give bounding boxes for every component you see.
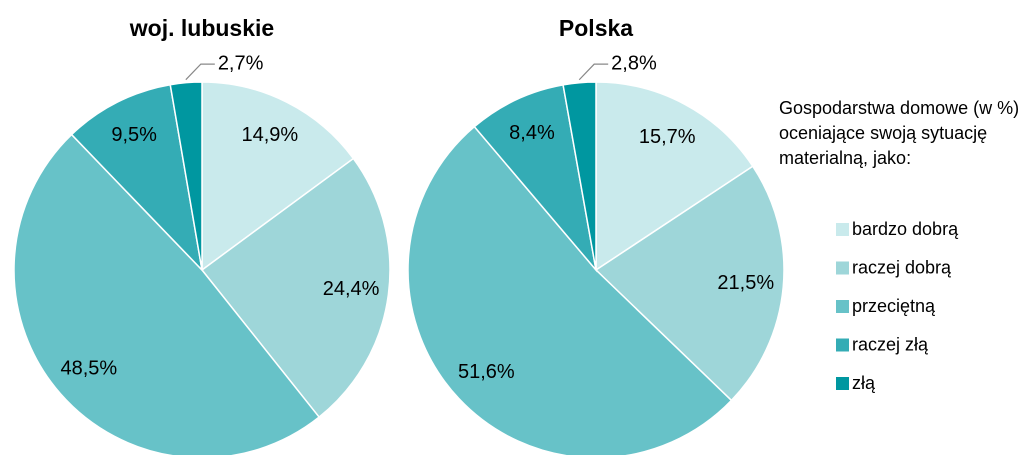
pie-slice [407,125,733,455]
pie-slice [200,157,391,419]
pie-slice [595,81,754,272]
legend-title: Gospodarstwa domowe (w %) oceniające swo… [779,98,1020,168]
legend-swatch [836,338,849,352]
data-label: 15,7% [639,126,696,148]
legend-label: raczej dobrą [852,257,952,277]
data-label: 9,5% [111,124,157,146]
leader-line [578,63,609,81]
data-label: 51,6% [458,361,515,383]
data-label: 8,4% [509,122,555,144]
pie-slice [70,83,204,273]
data-label: 48,5% [61,357,118,379]
pie-slice [562,81,597,271]
data-label: 2,8% [611,52,657,74]
data-label: 21,5% [717,272,774,294]
data-label: 24,4% [323,278,380,300]
leader-line [185,63,215,81]
legend-label: przeciętną [852,296,936,316]
pie-title: woj. lubuskie [129,15,274,41]
legend-label: raczej złą [852,334,929,354]
legend-label: złą [852,373,876,393]
pie-slice [13,133,321,455]
pie-slice [594,165,785,402]
data-label: 14,9% [241,124,298,146]
legend-label: bardzo dobrą [852,219,959,239]
data-label: 2,7% [218,52,264,74]
legend-swatch [836,377,849,390]
pie-slice [201,81,355,272]
pie-title: Polska [559,15,633,41]
legend-swatch [836,223,849,236]
pie-slice [473,84,598,273]
pie-slice [169,81,203,271]
legend-swatch [836,300,849,313]
legend-swatch [836,261,849,275]
